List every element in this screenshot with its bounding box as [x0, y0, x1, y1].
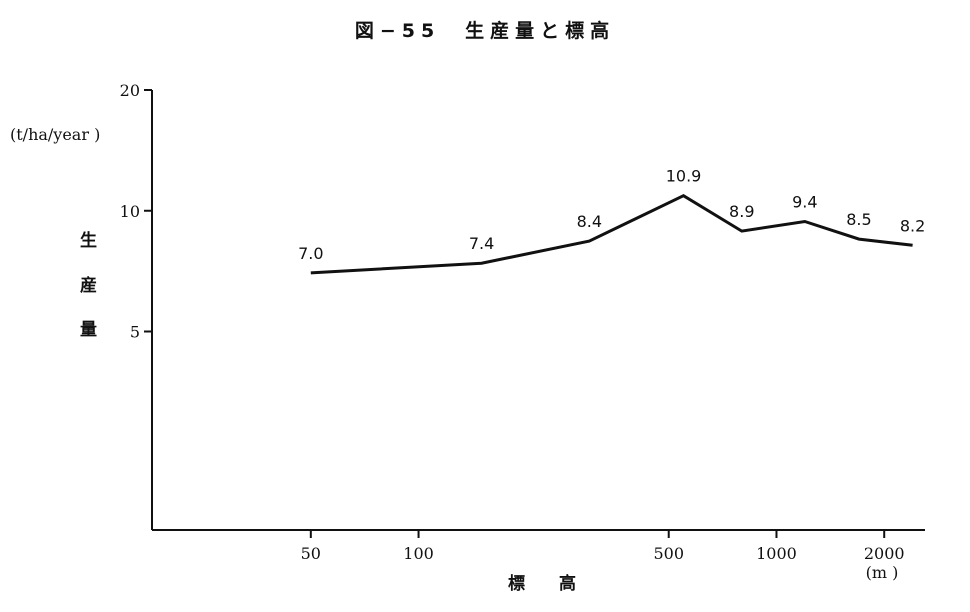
x-unit-label: (m )	[866, 563, 899, 582]
y-axis-label-char-2: 産	[80, 275, 97, 296]
data-label: 7.4	[469, 234, 494, 253]
x-ticks: 50 100 500 1000 2000	[301, 530, 905, 563]
data-label: 8.9	[729, 202, 754, 221]
x-tick-label: 500	[653, 544, 684, 563]
data-label: 8.5	[846, 210, 871, 229]
chart-title: 図−55 生産量と標高	[354, 20, 616, 42]
x-axis-label: 標 高	[508, 573, 576, 594]
y-unit-label: (t/ha/year )	[10, 125, 100, 144]
series-line	[310, 193, 913, 275]
x-tick-label: 2000	[864, 544, 905, 563]
series-group: 7.0 7.4 8.4 10.9 8.9 9.4 8.5 8.2	[298, 167, 925, 275]
y-tick-label: 20	[120, 81, 140, 100]
data-label: 7.0	[298, 244, 323, 263]
y-axis-label-char-3: 量	[80, 319, 97, 340]
y-tick-label: 5	[130, 323, 140, 342]
x-tick-label: 1000	[756, 544, 797, 563]
x-tick-label: 100	[403, 544, 434, 563]
data-label: 9.4	[792, 193, 817, 212]
y-ticks: 5 10 20	[120, 81, 152, 342]
y-axis-label-char-1: 生	[80, 230, 97, 251]
x-tick-label: 50	[301, 544, 321, 563]
data-label: 10.9	[666, 167, 702, 186]
data-label: 8.2	[900, 216, 925, 235]
y-tick-label: 10	[120, 202, 140, 221]
data-label: 8.4	[577, 212, 602, 231]
